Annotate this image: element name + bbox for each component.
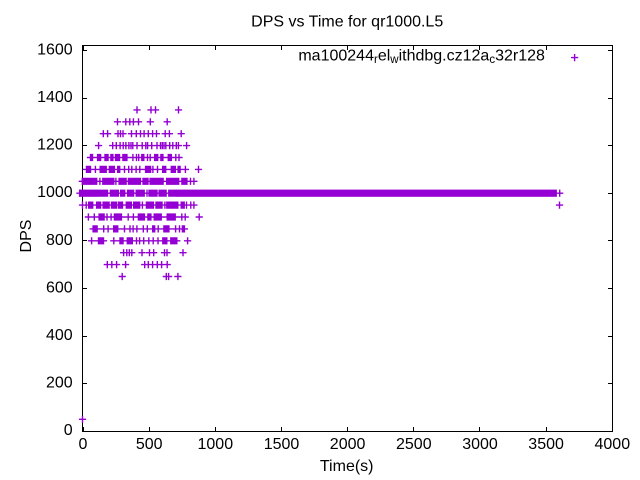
svg-text:2500: 2500 [396, 436, 432, 453]
svg-text:3500: 3500 [528, 436, 564, 453]
svg-text:4000: 4000 [595, 436, 631, 453]
svg-text:1400: 1400 [37, 89, 73, 106]
svg-text:600: 600 [46, 279, 73, 296]
svg-text:0: 0 [64, 422, 73, 439]
svg-text:200: 200 [46, 375, 73, 392]
svg-text:1600: 1600 [37, 41, 73, 58]
svg-text:800: 800 [46, 232, 73, 249]
svg-text:ma100244relwithdbg.cz12ac32r12: ma100244relwithdbg.cz12ac32r128 [298, 48, 545, 67]
svg-text:Time(s): Time(s) [320, 458, 374, 475]
svg-text:DPS vs Time for qr1000.L5: DPS vs Time for qr1000.L5 [251, 13, 443, 30]
svg-text:3000: 3000 [462, 436, 498, 453]
svg-text:400: 400 [46, 327, 73, 344]
svg-text:1500: 1500 [264, 436, 300, 453]
svg-text:DPS: DPS [18, 220, 35, 253]
svg-text:500: 500 [136, 436, 163, 453]
svg-text:1000: 1000 [198, 436, 234, 453]
svg-text:1200: 1200 [37, 137, 73, 154]
svg-text:0: 0 [79, 436, 88, 453]
svg-text:1000: 1000 [37, 184, 73, 201]
svg-text:2000: 2000 [330, 436, 366, 453]
